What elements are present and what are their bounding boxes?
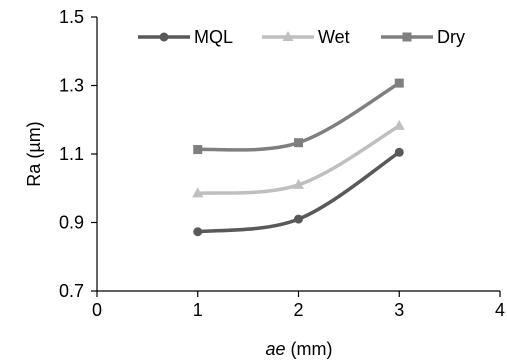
x-ticks: 0 1 2 3 4	[92, 291, 505, 320]
x-axis-title-italic: ae	[265, 339, 285, 359]
data-point	[192, 187, 204, 198]
legend-item-wet: Wet	[262, 27, 350, 47]
y-tick-label: 1.5	[59, 7, 84, 27]
legend-marker	[159, 32, 169, 42]
legend-marker	[282, 31, 294, 41]
y-tick-label: 1.3	[59, 76, 84, 96]
data-point	[193, 227, 203, 237]
x-axis-title-unit: (mm)	[286, 339, 333, 359]
data-point	[294, 138, 303, 148]
legend-label: MQL	[194, 27, 233, 47]
x-tick-label: 2	[293, 300, 303, 320]
legend-item-dry: Dry	[381, 27, 465, 47]
y-tick-label: 0.7	[59, 281, 84, 301]
axes	[96, 17, 500, 292]
series-mql	[193, 147, 404, 237]
x-tick-label: 1	[193, 300, 203, 320]
data-point	[193, 145, 203, 155]
series-dry	[193, 78, 404, 155]
legend: MQL Wet Dry	[138, 27, 465, 47]
y-tick-label: 0.9	[59, 213, 84, 233]
series-wet	[192, 119, 405, 198]
legend-label: Dry	[437, 27, 465, 47]
y-ticks: 0.7 0.9 1.1 1.3 1.5	[59, 7, 97, 301]
x-axis-title: ae (mm)	[265, 339, 332, 359]
data-point	[394, 147, 404, 157]
y-tick-label: 1.1	[59, 144, 84, 164]
legend-label: Wet	[318, 27, 350, 47]
legend-item-mql: MQL	[138, 27, 233, 47]
data-point	[393, 119, 405, 130]
data-point	[394, 78, 404, 88]
x-tick-label: 0	[92, 300, 102, 320]
data-point	[293, 178, 304, 189]
series-layer	[192, 78, 405, 237]
x-tick-label: 3	[394, 300, 404, 320]
y-axis-title: Ra (µm)	[24, 121, 44, 186]
data-point	[294, 214, 303, 224]
legend-marker	[402, 32, 412, 42]
x-tick-label: 4	[495, 300, 505, 320]
